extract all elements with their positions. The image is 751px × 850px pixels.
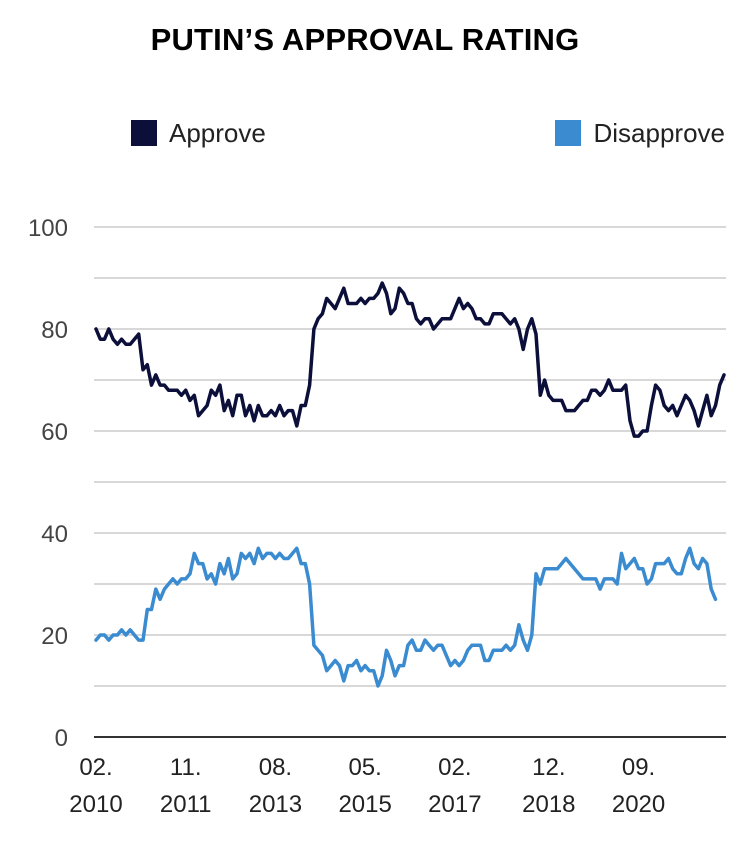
y-tick-label: 100 <box>28 215 68 242</box>
x-tick-label-year: 2013 <box>249 791 302 818</box>
series-line-approve <box>94 281 726 438</box>
chart-title: PUTIN’S APPROVAL RATING <box>150 22 580 57</box>
x-tick-label-year: 2017 <box>428 791 481 818</box>
legend-item-disapprove: Disapprove <box>555 116 725 150</box>
x-tick-label-month: 08. <box>259 754 292 781</box>
legend-label-approve: Approve <box>169 117 266 148</box>
y-tick-label: 0 <box>55 725 68 752</box>
y-tick-label: 40 <box>41 521 68 548</box>
legend-swatch-approve <box>131 120 157 146</box>
legend-label-disapprove: Disapprove <box>593 117 725 148</box>
legend-swatch-disapprove <box>555 120 582 146</box>
x-tick-label-month: 12. <box>532 754 565 781</box>
x-tick-label-year: 2010 <box>69 791 122 818</box>
x-tick-label-year: 2020 <box>612 791 665 818</box>
x-tick-label-month: 02. <box>79 754 112 781</box>
x-tick-label-month: 11. <box>170 754 202 781</box>
y-tick-label: 60 <box>41 419 68 446</box>
x-tick-label-year: 2018 <box>522 791 575 818</box>
y-tick-label: 20 <box>41 623 68 650</box>
legend-item-approve: Approve <box>131 116 266 150</box>
x-tick-label-year: 2015 <box>338 791 391 818</box>
x-tick-label-month: 02. <box>438 754 471 781</box>
x-tick-label-year: 2011 <box>160 791 212 818</box>
series-line-disapprove <box>94 546 718 688</box>
x-tick-label-month: 09. <box>622 754 655 781</box>
y-tick-label: 80 <box>41 317 68 344</box>
x-tick-label-month: 05. <box>348 754 381 781</box>
